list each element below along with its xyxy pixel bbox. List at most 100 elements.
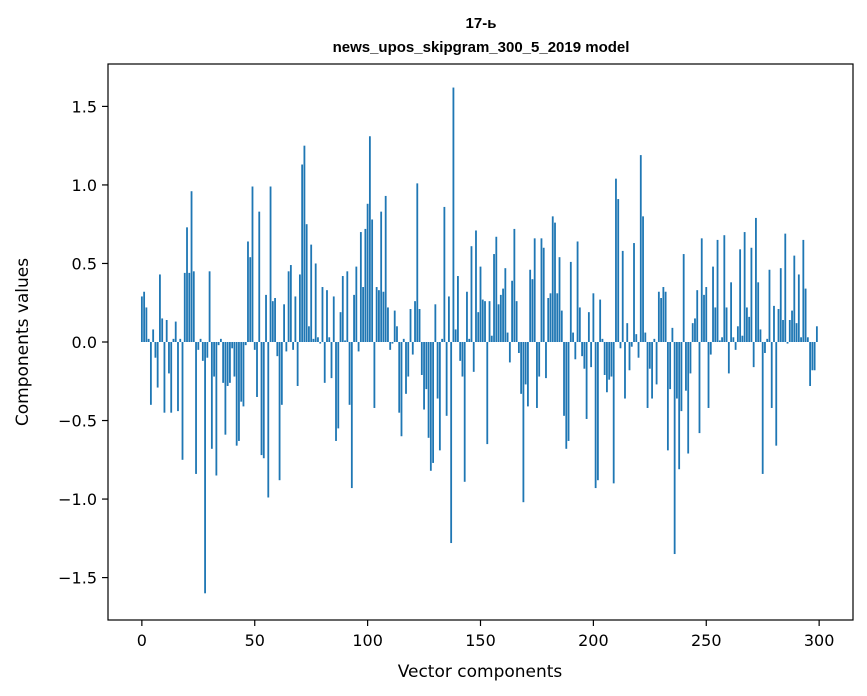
bar — [271, 301, 274, 342]
bar — [344, 340, 346, 342]
bar — [260, 342, 263, 456]
bar — [296, 342, 299, 386]
bar — [603, 342, 606, 375]
bar — [244, 342, 247, 346]
bar — [278, 342, 281, 481]
bar — [407, 342, 410, 377]
bar — [165, 320, 168, 342]
bar — [587, 312, 590, 342]
bar — [488, 301, 491, 342]
bar — [567, 342, 570, 441]
x-axis-ticks: 0 50 100 150 200 250 300 — [137, 620, 834, 650]
bar — [183, 272, 186, 342]
bar — [630, 342, 633, 347]
bar — [147, 338, 150, 342]
bar — [732, 337, 735, 342]
bar — [766, 338, 769, 342]
bar — [217, 342, 220, 346]
bar — [506, 332, 509, 342]
bar — [540, 238, 543, 342]
bar — [418, 309, 421, 342]
bar — [520, 342, 523, 394]
bar — [723, 235, 726, 342]
bar — [617, 199, 620, 342]
bar — [219, 338, 222, 342]
bar — [533, 238, 536, 342]
bar — [355, 266, 358, 342]
bar — [574, 342, 577, 360]
bar — [402, 338, 405, 342]
bar — [707, 342, 710, 408]
bar — [330, 342, 333, 379]
bar — [800, 337, 802, 342]
bar — [262, 342, 265, 459]
bar — [806, 337, 809, 342]
bar — [461, 342, 464, 377]
bar — [382, 291, 385, 342]
bar — [204, 342, 206, 594]
bar — [524, 342, 527, 385]
bar — [323, 342, 326, 383]
bar — [752, 342, 755, 368]
bar — [168, 342, 170, 374]
bar — [608, 342, 611, 380]
bar — [651, 342, 653, 399]
bar — [529, 269, 532, 342]
bar — [256, 342, 258, 397]
bar — [317, 337, 319, 342]
bar — [486, 342, 489, 445]
bar — [475, 230, 477, 342]
bar — [703, 294, 705, 342]
bar — [660, 298, 663, 342]
bar — [581, 342, 583, 357]
bar — [441, 338, 444, 342]
bar — [359, 232, 362, 342]
bar — [371, 219, 374, 342]
bar — [253, 342, 256, 350]
bar — [468, 338, 471, 342]
bar — [170, 342, 173, 413]
bar — [308, 326, 310, 342]
bar — [815, 326, 818, 342]
bar — [161, 318, 164, 342]
bar — [328, 337, 331, 342]
bar — [673, 342, 676, 555]
bar — [694, 318, 696, 342]
bar — [727, 342, 730, 374]
bar — [786, 342, 789, 344]
bar — [154, 342, 157, 358]
bar — [569, 261, 572, 342]
y-tick-label: 1.0 — [72, 176, 97, 195]
bar — [265, 294, 267, 342]
bar — [578, 307, 581, 342]
bar — [504, 268, 507, 342]
bar — [721, 337, 723, 342]
bar — [274, 298, 276, 342]
bar — [470, 246, 473, 342]
bar — [373, 342, 376, 408]
bar — [560, 310, 563, 342]
bar — [621, 250, 624, 342]
bar — [700, 238, 703, 342]
bar — [676, 342, 678, 399]
bar — [353, 294, 355, 342]
bar-series — [140, 87, 818, 594]
bar — [784, 233, 787, 342]
bar — [680, 342, 683, 412]
bar — [779, 268, 782, 342]
bar — [739, 249, 742, 342]
bar — [624, 342, 626, 399]
bar — [696, 290, 699, 342]
bar — [380, 211, 383, 342]
bar — [764, 342, 766, 353]
bar — [698, 342, 701, 434]
bar — [802, 239, 805, 342]
bar — [454, 329, 457, 342]
bar — [314, 263, 317, 342]
bar — [443, 206, 446, 342]
bar — [585, 342, 588, 419]
bar — [596, 342, 599, 481]
bar — [251, 186, 254, 342]
bar — [335, 342, 337, 441]
